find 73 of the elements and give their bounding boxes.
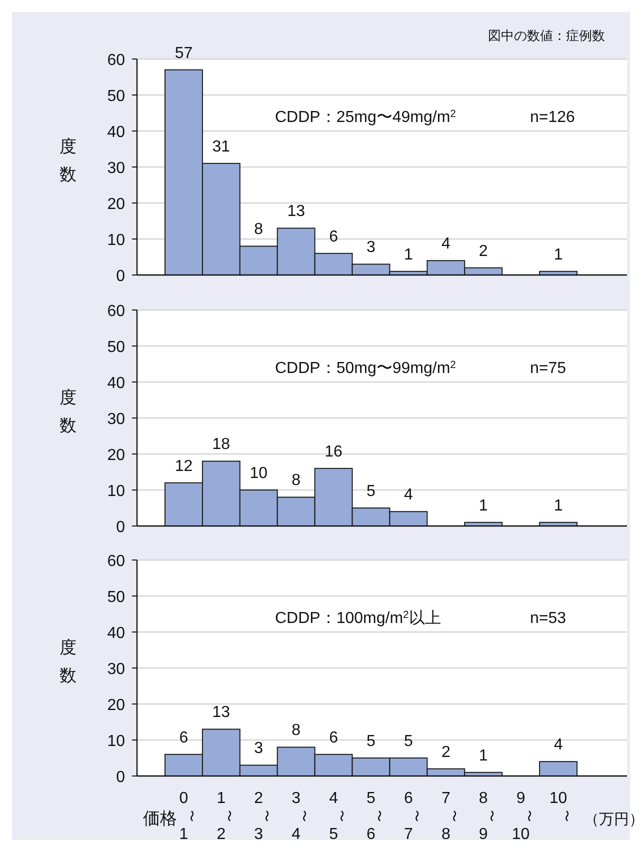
annotation: CDDP：100mg/m$^{2}$以上: [275, 609, 441, 627]
annotation: CDDP：50mg〜99mg/m$^{2}$: [275, 360, 456, 377]
annotation: CDDP：25mg〜49mg/m$^{2}$: [275, 108, 456, 126]
data-label: 16: [324, 443, 343, 460]
data-label: 13: [212, 704, 230, 722]
y-tick-label: 20: [107, 447, 126, 464]
y-tick-label: 60: [107, 52, 126, 69]
data-label: 4: [441, 236, 450, 253]
x-tick-label: 3〜4: [292, 790, 312, 843]
data-label: 5: [404, 733, 413, 750]
y-tick-label: 30: [107, 160, 126, 177]
y-tick-label: 60: [107, 553, 126, 570]
data-label: 10: [250, 465, 268, 482]
y-tick-label: 50: [107, 589, 126, 606]
data-label: 4: [404, 486, 413, 504]
x-tick-label: 5〜6: [366, 790, 386, 843]
annotation: n=126: [530, 109, 576, 126]
annotation: n=75: [530, 360, 566, 377]
data-label: 1: [478, 497, 488, 514]
data-label: 2: [441, 744, 450, 761]
x-tick-label: 4〜5: [329, 790, 349, 843]
data-label: 6: [179, 729, 188, 746]
data-label: 8: [292, 472, 301, 490]
annotation: n=53: [530, 610, 566, 627]
x-axis-title: 価格: [143, 809, 177, 828]
y-tick-label: 10: [107, 232, 126, 249]
x-tick-label: 6〜7: [404, 790, 424, 843]
data-label: 2: [478, 242, 488, 260]
y-tick-label: 0: [116, 769, 126, 786]
y-tick-label: 0: [116, 268, 126, 285]
data-label: 57: [174, 44, 193, 62]
data-label: 1: [554, 497, 563, 514]
data-label: 31: [212, 138, 230, 156]
y-tick-label: 30: [107, 661, 126, 678]
x-tick-label: 10〜: [549, 790, 574, 822]
text: 図中の数値：症例数: [488, 28, 605, 43]
data-label: 1: [554, 246, 563, 264]
y-tick-label: 0: [116, 519, 126, 536]
y-tick-label: 50: [107, 339, 126, 356]
y-tick-label: 40: [107, 124, 126, 141]
x-tick-label: 8〜9: [478, 790, 498, 843]
y-axis-title: 度数: [60, 137, 76, 184]
data-label: 12: [174, 458, 193, 475]
data-label: 6: [329, 228, 338, 246]
data-label: 5: [366, 733, 376, 750]
x-tick-label: 2〜3: [254, 790, 274, 843]
x-tick-label: 1〜2: [216, 790, 236, 843]
y-tick-label: 10: [107, 733, 126, 750]
data-label: 13: [287, 203, 306, 220]
data-label: 18: [212, 436, 230, 454]
data-label: 5: [366, 483, 376, 500]
x-tick-label: 7〜8: [441, 790, 461, 843]
y-axis-title: 度数: [60, 638, 76, 685]
y-tick-label: 40: [107, 625, 126, 642]
y-tick-label: 20: [107, 196, 126, 213]
y-tick-label: 40: [107, 375, 126, 392]
y-tick-label: 10: [107, 483, 126, 500]
text: （万円）: [584, 811, 642, 828]
y-tick-label: 30: [107, 411, 126, 428]
x-tick-label: 0〜1: [179, 790, 199, 843]
y-tick-label: 50: [107, 88, 126, 105]
data-label: 3: [366, 239, 376, 256]
x-tick-label: 9〜10: [512, 790, 536, 843]
data-label: 1: [404, 246, 413, 264]
data-label: 4: [554, 736, 563, 754]
data-label: 8: [292, 722, 301, 740]
y-axis-title: 度数: [60, 388, 76, 435]
data-label: 3: [254, 740, 264, 758]
data-label: 6: [329, 729, 338, 746]
y-tick-label: 20: [107, 697, 126, 714]
y-tick-label: 60: [107, 303, 126, 320]
data-label: 8: [254, 221, 264, 238]
data-label: 1: [478, 747, 488, 764]
